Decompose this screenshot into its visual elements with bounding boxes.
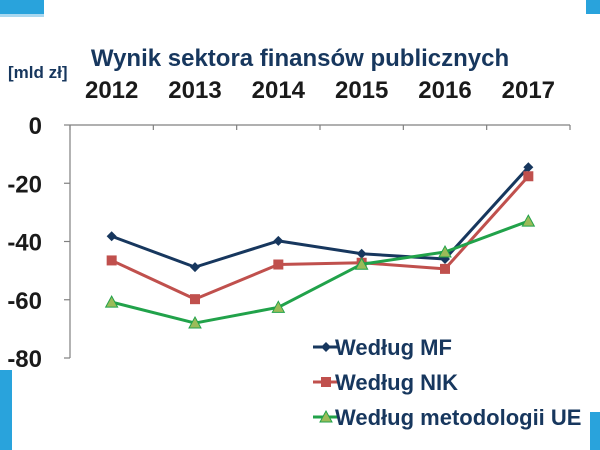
legend-label: Według NIK bbox=[335, 370, 458, 395]
x-tick-label: 2013 bbox=[168, 77, 221, 104]
unit-label: [mld zł] bbox=[8, 63, 68, 82]
y-tick-label: -40 bbox=[7, 230, 42, 257]
data-point-series-3 bbox=[271, 300, 286, 313]
legend-label: Według MF bbox=[335, 335, 452, 360]
data-point-series-2 bbox=[440, 263, 450, 274]
y-tick-label: -80 bbox=[7, 346, 42, 373]
bottom-right-accent-bar bbox=[590, 412, 600, 450]
data-point-series-1 bbox=[273, 235, 284, 246]
data-point-series-2 bbox=[273, 259, 284, 270]
top-left-accent-bar bbox=[0, 0, 44, 14]
data-point-series-1 bbox=[190, 262, 200, 273]
data-point-series-2 bbox=[106, 255, 117, 266]
y-tick-label: -60 bbox=[7, 288, 42, 315]
chart-title: Wynik sektora finansów publicznych bbox=[91, 45, 509, 72]
data-point-series-3 bbox=[104, 295, 119, 308]
data-point-series-1 bbox=[356, 248, 367, 259]
bottom-left-accent-bar bbox=[0, 370, 12, 450]
top-right-accent-bar bbox=[586, 0, 600, 14]
x-tick-label: 2017 bbox=[502, 77, 555, 104]
plot-area: 0 -20 -40 -60 -80 2012 2013 2014 2015 2016 2017 bbox=[7, 77, 571, 373]
top-left-accent-line bbox=[0, 14, 44, 17]
legend-swatch-marker bbox=[321, 342, 331, 352]
legend-label: Według metodologii UE bbox=[335, 405, 581, 430]
series-line-2 bbox=[111, 175, 530, 301]
x-tick-label: 2014 bbox=[252, 77, 306, 104]
data-point-series-1 bbox=[106, 231, 117, 242]
legend-swatch-marker bbox=[319, 409, 333, 423]
data-point-series-3 bbox=[521, 214, 536, 227]
y-tick-label: -20 bbox=[7, 171, 42, 198]
data-point-series-3 bbox=[188, 316, 202, 329]
series-line-1 bbox=[111, 166, 530, 269]
data-point-series-3 bbox=[354, 257, 369, 270]
x-tick-label: 2012 bbox=[85, 77, 138, 104]
series-line-3 bbox=[111, 219, 529, 325]
y-tick-label: 0 bbox=[29, 113, 42, 140]
data-point-series-3 bbox=[438, 244, 452, 258]
x-tick-label: 2016 bbox=[418, 77, 471, 104]
data-point-series-2 bbox=[523, 171, 534, 182]
legend-swatch-marker bbox=[321, 377, 331, 387]
x-tick-label: 2015 bbox=[335, 77, 388, 104]
legend: Według MF Według NIK Według metodologii UE bbox=[313, 335, 581, 430]
data-point-series-2 bbox=[190, 294, 200, 305]
data-point-series-1 bbox=[523, 162, 534, 173]
